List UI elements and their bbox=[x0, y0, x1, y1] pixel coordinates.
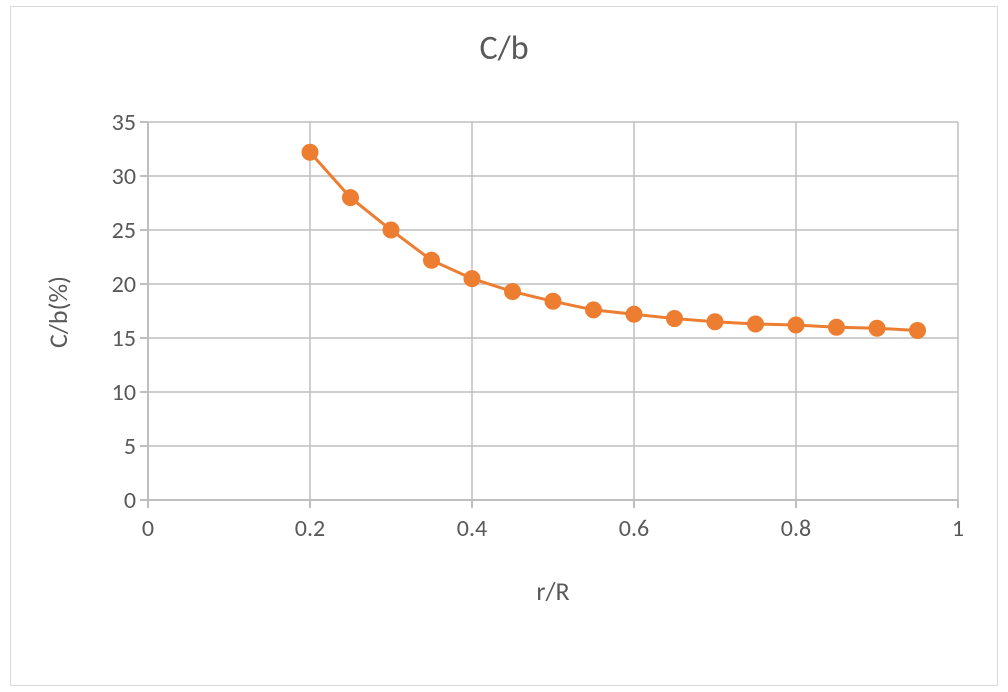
series-marker bbox=[302, 144, 318, 160]
y-tick-label: 20 bbox=[88, 270, 136, 299]
series-marker bbox=[505, 284, 521, 300]
x-tick-label: 0.4 bbox=[442, 514, 502, 543]
series-marker bbox=[464, 271, 480, 287]
y-tick-label: 35 bbox=[88, 108, 136, 137]
series-marker bbox=[626, 306, 642, 322]
y-tick-label: 5 bbox=[88, 432, 136, 461]
series-marker bbox=[586, 302, 602, 318]
x-tick-label: 0.8 bbox=[766, 514, 826, 543]
series-marker bbox=[707, 314, 723, 330]
plot-area bbox=[0, 0, 1008, 692]
series-marker bbox=[343, 190, 359, 206]
x-tick-label: 0 bbox=[118, 514, 178, 543]
series-marker bbox=[748, 316, 764, 332]
series-line bbox=[310, 152, 918, 330]
y-tick-label: 25 bbox=[88, 216, 136, 245]
series-marker bbox=[383, 222, 399, 238]
series-marker bbox=[788, 317, 804, 333]
y-tick-label: 0 bbox=[88, 486, 136, 515]
series-marker bbox=[667, 311, 683, 327]
series-marker bbox=[829, 319, 845, 335]
y-tick-label: 30 bbox=[88, 162, 136, 191]
x-tick-label: 1 bbox=[928, 514, 988, 543]
x-tick-label: 0.6 bbox=[604, 514, 664, 543]
series-marker bbox=[910, 322, 926, 338]
series-marker bbox=[545, 293, 561, 309]
series-marker bbox=[424, 252, 440, 268]
series-marker bbox=[869, 320, 885, 336]
y-tick-label: 10 bbox=[88, 378, 136, 407]
y-tick-label: 15 bbox=[88, 324, 136, 353]
x-tick-label: 0.2 bbox=[280, 514, 340, 543]
